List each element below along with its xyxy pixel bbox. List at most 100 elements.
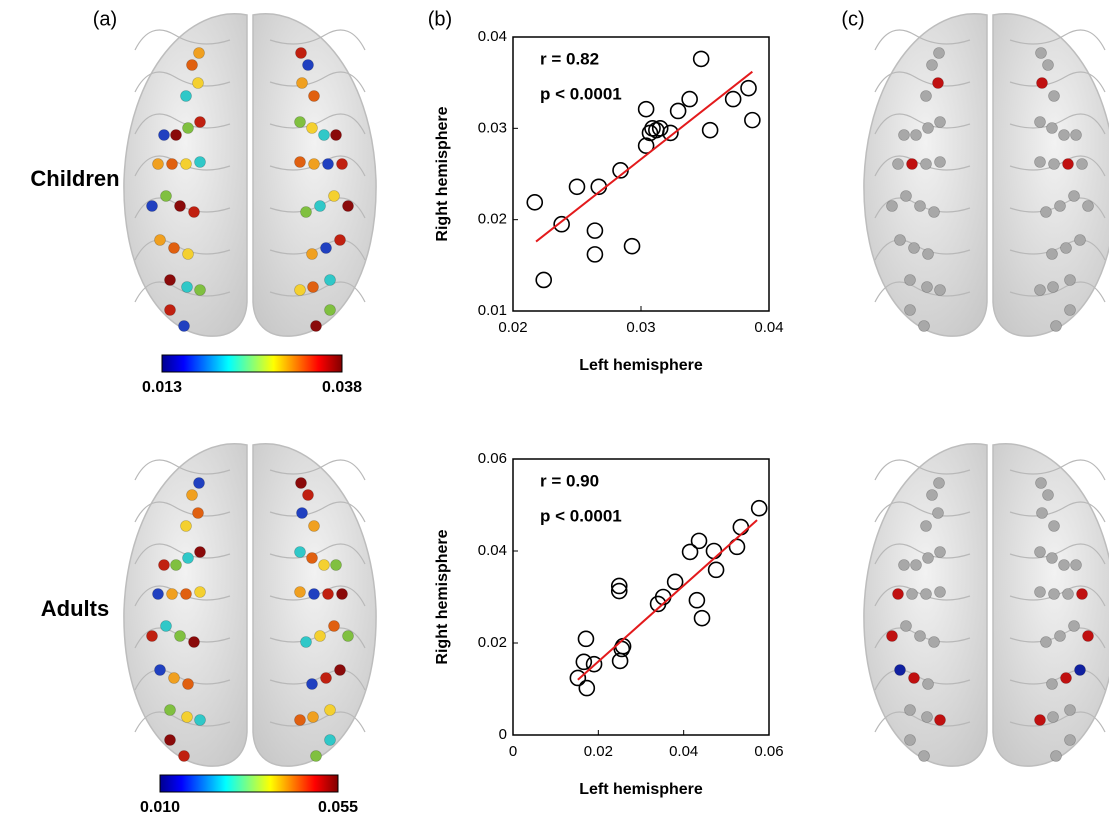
electrode bbox=[929, 637, 940, 648]
electrode bbox=[295, 547, 306, 558]
point bbox=[576, 654, 591, 669]
x-tick-label: 0.04 bbox=[754, 319, 783, 336]
point bbox=[625, 239, 640, 254]
plot-frame bbox=[513, 37, 769, 311]
electrode bbox=[922, 712, 933, 723]
colorbar-tick-label: 0.013 bbox=[142, 379, 182, 396]
electrode bbox=[301, 637, 312, 648]
electrode bbox=[171, 560, 182, 571]
point bbox=[570, 179, 585, 194]
electrode bbox=[922, 282, 933, 293]
electrode bbox=[187, 60, 198, 71]
electrode bbox=[1077, 159, 1088, 170]
electrode bbox=[155, 235, 166, 246]
electrode bbox=[343, 631, 354, 642]
plot-frame bbox=[513, 459, 769, 735]
panel-label: (a) bbox=[93, 8, 117, 30]
electrode bbox=[927, 60, 938, 71]
electrode bbox=[905, 275, 916, 286]
electrode bbox=[935, 117, 946, 128]
colorbar-tick-label: 0.038 bbox=[322, 379, 362, 396]
electrode bbox=[1035, 715, 1046, 726]
x-tick-label: 0.04 bbox=[669, 743, 698, 760]
electrode bbox=[195, 157, 206, 168]
electrode bbox=[907, 159, 918, 170]
electrode bbox=[905, 735, 916, 746]
x-tick-label: 0.02 bbox=[498, 319, 527, 336]
electrode bbox=[1047, 249, 1058, 260]
electrode bbox=[1083, 631, 1094, 642]
electrode bbox=[934, 48, 945, 59]
electrode bbox=[195, 587, 206, 598]
point bbox=[741, 81, 756, 96]
electrode bbox=[895, 665, 906, 676]
electrode bbox=[295, 715, 306, 726]
electrode bbox=[935, 285, 946, 296]
annotation: r = 0.82 bbox=[540, 49, 599, 68]
electrode bbox=[919, 751, 930, 762]
electrode bbox=[909, 243, 920, 254]
electrode bbox=[308, 282, 319, 293]
electrode bbox=[295, 117, 306, 128]
electrode bbox=[1035, 285, 1046, 296]
electrode bbox=[175, 631, 186, 642]
electrode bbox=[303, 490, 314, 501]
electrode bbox=[1035, 157, 1046, 168]
point bbox=[570, 670, 585, 685]
electrode bbox=[169, 243, 180, 254]
electrode bbox=[1071, 130, 1082, 141]
electrode bbox=[887, 201, 898, 212]
electrode bbox=[911, 560, 922, 571]
electrode bbox=[161, 191, 172, 202]
electrode bbox=[321, 243, 332, 254]
electrode bbox=[175, 201, 186, 212]
electrode bbox=[296, 478, 307, 489]
colorbar bbox=[160, 775, 338, 792]
electrode bbox=[179, 321, 190, 332]
electrode bbox=[901, 621, 912, 632]
row-label: Adults bbox=[41, 596, 109, 621]
brain bbox=[124, 14, 376, 336]
electrode bbox=[905, 705, 916, 716]
y-axis-label: Right hemisphere bbox=[434, 529, 451, 664]
panel-label: (b) bbox=[428, 8, 452, 30]
point bbox=[752, 501, 767, 516]
x-tick-label: 0.02 bbox=[584, 743, 613, 760]
electrode bbox=[194, 48, 205, 59]
electrode bbox=[1037, 78, 1048, 89]
electrode bbox=[1035, 587, 1046, 598]
electrode bbox=[295, 285, 306, 296]
electrode bbox=[1047, 679, 1058, 690]
y-tick-label: 0.04 bbox=[478, 28, 507, 45]
electrode bbox=[915, 631, 926, 642]
y-tick-label: 0.02 bbox=[478, 211, 507, 228]
electrode bbox=[895, 235, 906, 246]
electrode bbox=[921, 589, 932, 600]
electrode bbox=[929, 207, 940, 218]
electrode bbox=[933, 78, 944, 89]
figure: (a) (b) (c) Children Adults 0.0130.0380.… bbox=[0, 0, 1109, 816]
colorbar bbox=[162, 355, 342, 372]
point bbox=[745, 113, 760, 128]
electrode bbox=[1059, 130, 1070, 141]
electrode bbox=[921, 521, 932, 532]
electrode bbox=[1048, 712, 1059, 723]
electrode bbox=[159, 560, 170, 571]
electrode bbox=[934, 478, 945, 489]
panel-label: (c) bbox=[841, 8, 864, 30]
electrode bbox=[331, 560, 342, 571]
point bbox=[726, 92, 741, 107]
electrode bbox=[297, 508, 308, 519]
electrode bbox=[319, 560, 330, 571]
electrode bbox=[165, 275, 176, 286]
electrode bbox=[295, 587, 306, 598]
electrode bbox=[183, 553, 194, 564]
electrode bbox=[1075, 665, 1086, 676]
point bbox=[578, 631, 593, 646]
electrode bbox=[194, 478, 205, 489]
electrode bbox=[1041, 637, 1052, 648]
electrode bbox=[311, 321, 322, 332]
electrode bbox=[181, 159, 192, 170]
electrode bbox=[195, 715, 206, 726]
electrode bbox=[325, 735, 336, 746]
